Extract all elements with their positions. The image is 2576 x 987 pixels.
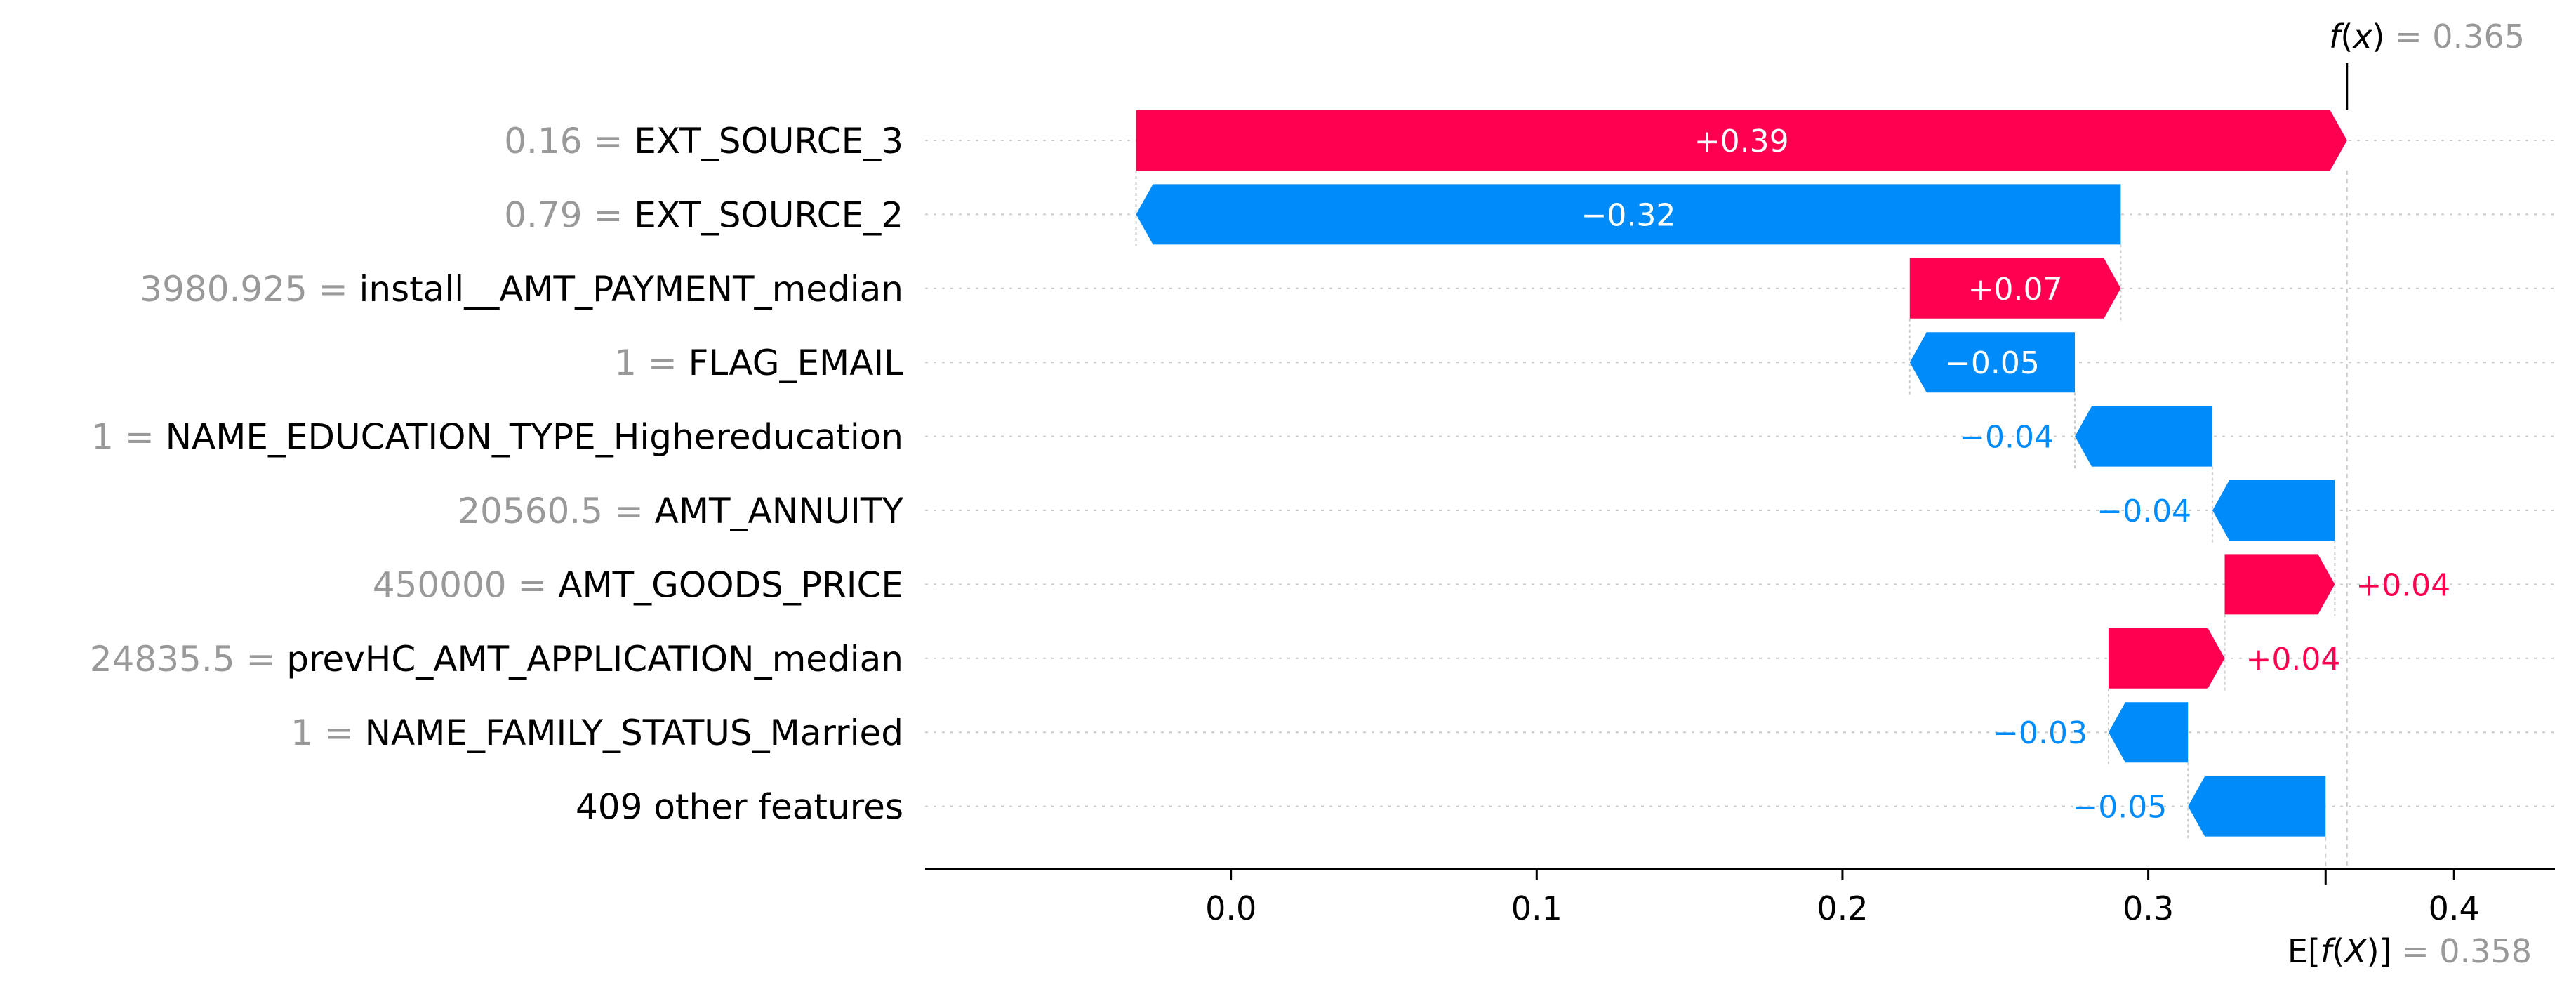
output-eq: = (2385, 18, 2433, 55)
feature-name: NAME_EDUCATION_TYPE_Highereducation (166, 417, 903, 458)
base-eq: = (2392, 932, 2440, 970)
base-prefix-e: E[ (2288, 932, 2321, 970)
bar-value-label: +0.39 (1694, 124, 1789, 159)
feature-eq: = (235, 639, 287, 680)
feature-eq: = (114, 417, 166, 458)
x-axis: 0.0 0.1 0.2 0.3 0.4 (925, 868, 2555, 927)
output-close: ) (2372, 18, 2385, 55)
bar-negative (2108, 702, 2189, 763)
feature-label: 450000 = AMT_GOODS_PRICE (373, 564, 903, 605)
feature-value: 3980.925 (140, 269, 307, 310)
output-value: 0.365 (2432, 18, 2525, 55)
feature-value: 1 (91, 417, 114, 458)
x-tick-label: 0.0 (1205, 889, 1256, 927)
x-tick-label: 0.3 (2123, 889, 2174, 927)
bar-negative (1909, 332, 2076, 393)
bar-positive (2224, 554, 2335, 615)
bar-value-label: −0.04 (1959, 420, 2054, 456)
feature-eq: = (307, 269, 359, 310)
feature-label: 3980.925 = install__AMT_PAYMENT_median (140, 269, 903, 310)
feature-label: 24835.5 = prevHC_AMT_APPLICATION_median (90, 639, 903, 680)
feature-name: EXT_SOURCE_2 (634, 194, 903, 235)
base-value-annotation: E[f(X)] = 0.358 (2288, 932, 2532, 970)
feature-name: AMT_ANNUITY (655, 491, 904, 531)
feature-name: EXT_SOURCE_3 (634, 121, 903, 161)
base-var: X (2343, 932, 2368, 970)
feature-name: NAME_FAMILY_STATUS_Married (365, 713, 903, 753)
feature-label: 1 = FLAG_EMAIL (614, 343, 903, 383)
feature-value: 450000 (373, 564, 507, 605)
feature-value: 20560.5 (458, 491, 603, 531)
bar-value-label: −0.05 (1945, 345, 2040, 381)
base-value: 0.358 (2439, 932, 2532, 970)
feature-eq: = (583, 121, 635, 161)
base-close: )] (2367, 932, 2392, 970)
bar-value-label: −0.32 (1581, 197, 1676, 233)
output-value-annotation: f(x) = 0.365 (2329, 18, 2525, 55)
x-tick-label: 0.1 (1511, 889, 1562, 927)
feature-eq: = (313, 713, 365, 753)
feature-name: 409 other features (576, 787, 903, 828)
reference-lines (2324, 63, 2349, 885)
bar-value-label: +0.07 (1968, 272, 2063, 307)
feature-label: 1 = NAME_FAMILY_STATUS_Married (291, 713, 903, 753)
connector-lines (1135, 171, 2336, 840)
feature-label: 20560.5 = AMT_ANNUITY (458, 491, 903, 531)
feature-label: 0.79 = EXT_SOURCE_2 (504, 194, 903, 235)
x-tick-label: 0.2 (1817, 889, 1868, 927)
bar-positive (1136, 110, 2347, 171)
base-open: ( (2332, 932, 2344, 970)
bar-positive (2108, 628, 2225, 689)
bar-value-label: −0.05 (2072, 790, 2167, 826)
feature-value: 0.79 (504, 194, 582, 235)
bar-negative (2188, 776, 2326, 837)
feature-eq: = (583, 194, 635, 235)
bar-value-label: +0.04 (2246, 642, 2341, 677)
feature-label: 409 other features (576, 787, 903, 828)
feature-name: prevHC_AMT_APPLICATION_median (286, 639, 903, 680)
bar-negative (2212, 480, 2335, 541)
output-open: ( (2340, 18, 2353, 55)
bar-value-label: +0.04 (2356, 567, 2450, 603)
feature-label: 1 = NAME_EDUCATION_TYPE_Highereducation (91, 417, 903, 458)
feature-name: AMT_GOODS_PRICE (558, 564, 903, 605)
feature-label: 0.16 = EXT_SOURCE_3 (504, 121, 903, 161)
output-var: x (2351, 18, 2372, 55)
feature-name: FLAG_EMAIL (689, 343, 904, 383)
feature-value: 1 (614, 343, 637, 383)
feature-eq: = (637, 343, 689, 383)
feature-labels: 0.16 = EXT_SOURCE_3 0.79 = EXT_SOURCE_2 39… (90, 121, 904, 828)
feature-name: install__AMT_PAYMENT_median (359, 269, 903, 310)
feature-eq: = (603, 491, 655, 531)
bar-value-label: −0.03 (1993, 715, 2087, 751)
feature-value: 1 (291, 713, 313, 753)
bar-value-label: −0.04 (2097, 493, 2191, 529)
feature-value: 0.16 (504, 121, 582, 161)
x-tick-label: 0.4 (2429, 889, 2480, 927)
bars: +0.39 −0.32 +0.07 −0.05 −0.04 −0.04 +0.04 +0.04… (1136, 110, 2450, 837)
bar-negative (1136, 184, 2121, 245)
bar-positive (1909, 258, 2121, 319)
bar-negative (2075, 406, 2213, 467)
feature-value: 24835.5 (90, 639, 235, 680)
feature-eq: = (507, 564, 559, 605)
